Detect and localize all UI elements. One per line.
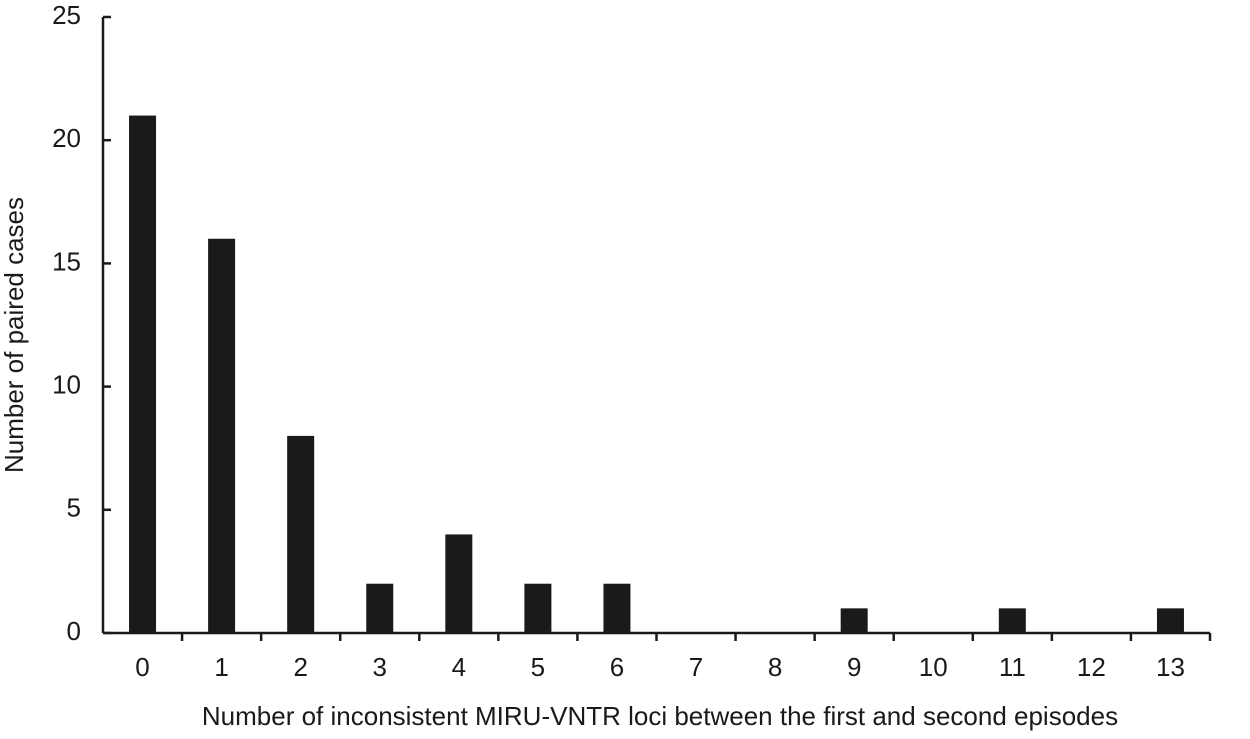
x-tick-label: 5 — [531, 652, 545, 682]
bar — [208, 238, 236, 633]
bar — [129, 115, 157, 633]
y-tick-label: 25 — [52, 0, 81, 30]
x-axis-label: Number of inconsistent MIRU-VNTR loci be… — [202, 701, 1118, 731]
x-tick-label: 11 — [999, 652, 1026, 682]
x-tick-label: 0 — [135, 652, 149, 682]
bar — [445, 534, 473, 633]
y-tick-label: 5 — [67, 493, 81, 523]
x-tick-label: 13 — [1156, 652, 1185, 682]
x-tick-label: 3 — [373, 652, 387, 682]
x-tick-label: 12 — [1077, 652, 1106, 682]
bar — [287, 435, 315, 633]
x-tick-label: 8 — [768, 652, 782, 682]
bar — [1156, 608, 1184, 633]
bar — [524, 583, 552, 633]
y-tick-label: 15 — [52, 246, 81, 276]
x-tick-label: 10 — [919, 652, 948, 682]
bar — [366, 583, 394, 633]
x-tick-label: 2 — [293, 652, 307, 682]
y-tick-label: 10 — [52, 369, 81, 399]
x-tick-label: 1 — [214, 652, 228, 682]
y-tick-label: 20 — [52, 123, 81, 153]
x-tick-label: 9 — [847, 652, 861, 682]
x-tick-label: 6 — [610, 652, 624, 682]
bar — [840, 608, 868, 633]
bar — [998, 608, 1026, 633]
x-tick-label: 7 — [689, 652, 703, 682]
y-axis-label: Number of paired cases — [0, 197, 29, 473]
bar — [603, 583, 631, 633]
y-tick-label: 0 — [67, 616, 81, 646]
x-tick-label: 4 — [452, 652, 466, 682]
